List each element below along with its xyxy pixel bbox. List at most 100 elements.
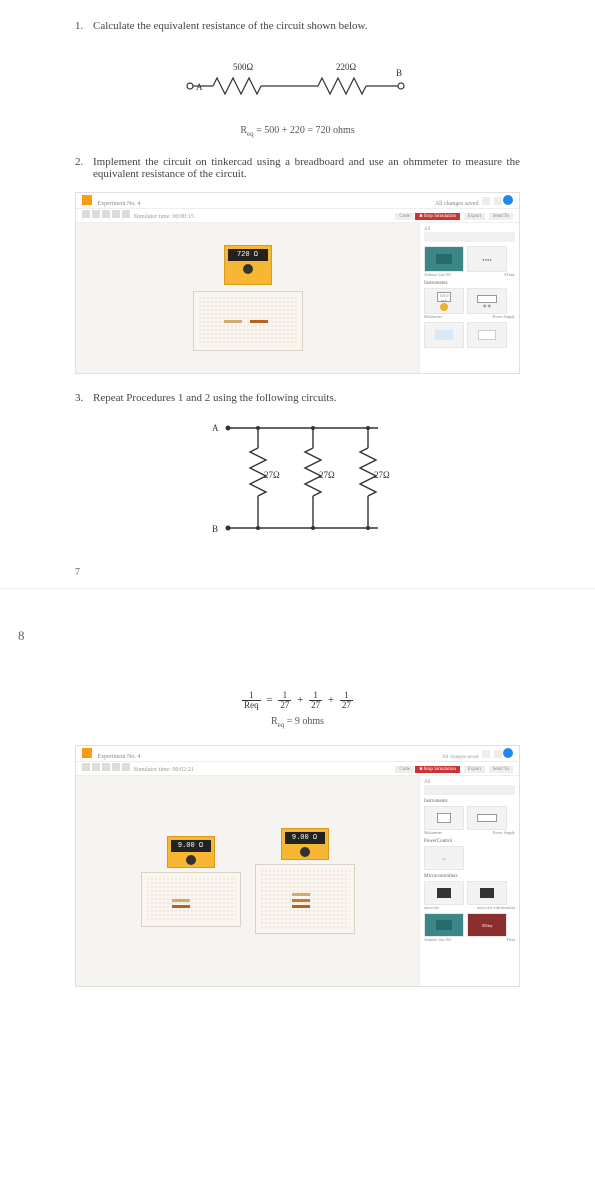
component-power-supply[interactable]: ◉ ◉ bbox=[467, 288, 507, 314]
multimeter-knob-icon[interactable] bbox=[300, 847, 310, 857]
component-attiny[interactable]: ●●●● bbox=[467, 246, 507, 272]
component-power-supply[interactable] bbox=[467, 806, 507, 830]
resistor-component[interactable] bbox=[172, 905, 190, 908]
component-arduino[interactable] bbox=[424, 913, 464, 937]
tool-icon[interactable] bbox=[102, 763, 110, 771]
sendto-button[interactable]: Send To bbox=[489, 213, 513, 220]
page-1: 1. Calculate the equivalent resistance o… bbox=[0, 0, 595, 1125]
user-avatar-icon[interactable] bbox=[503, 195, 513, 205]
frac-bottom: 27 bbox=[278, 701, 291, 710]
export-button[interactable]: Export bbox=[464, 213, 486, 220]
frac-bottom: 27 bbox=[309, 701, 322, 710]
tc1-simtime: Simulator time: 00:00:15 bbox=[134, 214, 194, 222]
instruments-category: Instruments bbox=[424, 799, 515, 804]
frac-bottom: 27 bbox=[340, 701, 353, 710]
resistor-component[interactable] bbox=[292, 905, 310, 908]
code-button[interactable]: Code bbox=[395, 766, 414, 773]
user-avatar-icon[interactable] bbox=[503, 748, 513, 758]
code-button[interactable]: Code bbox=[395, 213, 414, 220]
multimeter-knob-icon[interactable] bbox=[243, 264, 253, 274]
tc1-sidebar: All ●●●● Arduino Uno R3 ATtiny Instrumen… bbox=[419, 223, 519, 373]
tool-icon[interactable] bbox=[102, 210, 110, 218]
multimeter-knob-icon[interactable] bbox=[186, 855, 196, 865]
component-multimeter-small[interactable]: 126.0 mA bbox=[424, 288, 464, 314]
tool-icon[interactable] bbox=[112, 763, 120, 771]
tool-icon[interactable] bbox=[82, 763, 90, 771]
tinkercad-screenshot-2: Experiment No. 4 All changes saved Simul… bbox=[75, 745, 520, 987]
component-item[interactable] bbox=[467, 322, 507, 348]
resistor-component[interactable] bbox=[224, 320, 242, 323]
comp-label: Arduino Uno R3 bbox=[424, 272, 451, 277]
breadboard-2b[interactable] bbox=[255, 864, 355, 934]
component-multimeter[interactable] bbox=[424, 806, 464, 830]
grid-view-icon[interactable] bbox=[482, 197, 490, 205]
export-button[interactable]: Export bbox=[464, 766, 486, 773]
mini-multimeter-display: 126.0 mA bbox=[437, 292, 451, 302]
svg-text:27Ω: 27Ω bbox=[374, 470, 390, 480]
search-input[interactable] bbox=[424, 232, 515, 242]
tool-icon[interactable] bbox=[92, 763, 100, 771]
resistor-component[interactable] bbox=[292, 893, 310, 896]
tool-icon[interactable] bbox=[92, 210, 100, 218]
list-view-icon[interactable] bbox=[494, 197, 502, 205]
svg-text:27Ω: 27Ω bbox=[264, 470, 280, 480]
comp-label: Arduino Uno R3 bbox=[424, 937, 451, 942]
multimeter-2b[interactable]: 9.00 Ω bbox=[281, 828, 329, 860]
stop-simulation-button[interactable]: ■ Stop Simulation bbox=[415, 213, 460, 220]
node-a-label: A bbox=[196, 82, 203, 92]
comp-label: Power Supply bbox=[492, 830, 515, 835]
plus-sign: + bbox=[297, 694, 303, 706]
multimeter-2a-reading: 9.00 Ω bbox=[171, 840, 211, 852]
question-1: 1. Calculate the equivalent resistance o… bbox=[75, 20, 520, 32]
comp-label: Multimeter bbox=[424, 830, 442, 835]
tc1-changes: All changes saved bbox=[435, 201, 479, 207]
tool-icon[interactable] bbox=[112, 210, 120, 218]
page-number-8: 8 bbox=[18, 628, 25, 644]
tool-icon[interactable] bbox=[122, 763, 130, 771]
component-item[interactable] bbox=[424, 322, 464, 348]
tinkercad-logo-icon bbox=[82, 748, 92, 758]
tc2-canvas[interactable]: 9.00 Ω 9.00 Ω bbox=[76, 776, 419, 986]
svg-text:B: B bbox=[212, 524, 218, 534]
component-arduino[interactable] bbox=[424, 246, 464, 272]
r1-label: 500Ω bbox=[233, 62, 254, 72]
frac-bottom: Req bbox=[242, 701, 261, 710]
multimeter-2a[interactable]: 9.00 Ω bbox=[167, 836, 215, 868]
multimeter-1[interactable]: 720 Ω bbox=[224, 245, 272, 285]
multimeter-2b-reading: 9.00 Ω bbox=[285, 832, 325, 844]
sendto-button[interactable]: Send To bbox=[489, 766, 513, 773]
tool-icon[interactable] bbox=[122, 210, 130, 218]
tc2-toolbar: Simulator time: 00:02:21 Code ■ Stop Sim… bbox=[76, 762, 519, 776]
tool-icon[interactable] bbox=[82, 210, 90, 218]
q1-text: Calculate the equivalent resistance of t… bbox=[93, 20, 368, 32]
stop-simulation-button[interactable]: ■ Stop Simulation bbox=[415, 766, 460, 773]
q3-text: Repeat Procedures 1 and 2 using the foll… bbox=[93, 392, 336, 404]
page-divider bbox=[0, 588, 595, 589]
resistor-component[interactable] bbox=[292, 899, 310, 902]
component-microbit[interactable] bbox=[424, 881, 464, 905]
resistor-component[interactable] bbox=[172, 899, 190, 902]
list-view-icon[interactable] bbox=[494, 750, 502, 758]
breadboard-1[interactable] bbox=[193, 291, 303, 351]
resistor-component[interactable] bbox=[250, 320, 268, 323]
comp-label: Power Supply bbox=[492, 314, 515, 319]
series-req-inline: = 500 + 220 = 720 ohms bbox=[256, 125, 355, 136]
breadboard-2a[interactable] bbox=[141, 872, 241, 927]
question-3: 3. Repeat Procedures 1 and 2 using the f… bbox=[75, 392, 520, 404]
grid-view-icon[interactable] bbox=[482, 750, 490, 758]
q2-number: 2. bbox=[75, 156, 83, 168]
parallel-result: Req = 9 ohms bbox=[75, 716, 520, 729]
series-equation: Req Req = 500 + 220 = 720 ohms = 500 + 2… bbox=[75, 125, 520, 138]
tc1-header: Experiment No. 4 All changes saved bbox=[76, 193, 519, 209]
search-input[interactable] bbox=[424, 785, 515, 795]
component-attiny[interactable]: ATtiny bbox=[467, 913, 507, 937]
q2-text: Implement the circuit on tinkercad using… bbox=[93, 156, 520, 180]
power-category: PowerControl bbox=[424, 839, 515, 844]
component-microbit-breakout[interactable] bbox=[467, 881, 507, 905]
component-item[interactable]: ▭ bbox=[424, 846, 464, 870]
tc2-header: Experiment No. 4 All changes saved bbox=[76, 746, 519, 762]
tc1-canvas[interactable]: 720 Ω bbox=[76, 223, 419, 373]
multimeter-1-reading: 720 Ω bbox=[228, 249, 268, 261]
tc2-sidebar: All Instruments Multimeter Power Supply … bbox=[419, 776, 519, 986]
tinkercad-logo-icon bbox=[82, 195, 92, 205]
